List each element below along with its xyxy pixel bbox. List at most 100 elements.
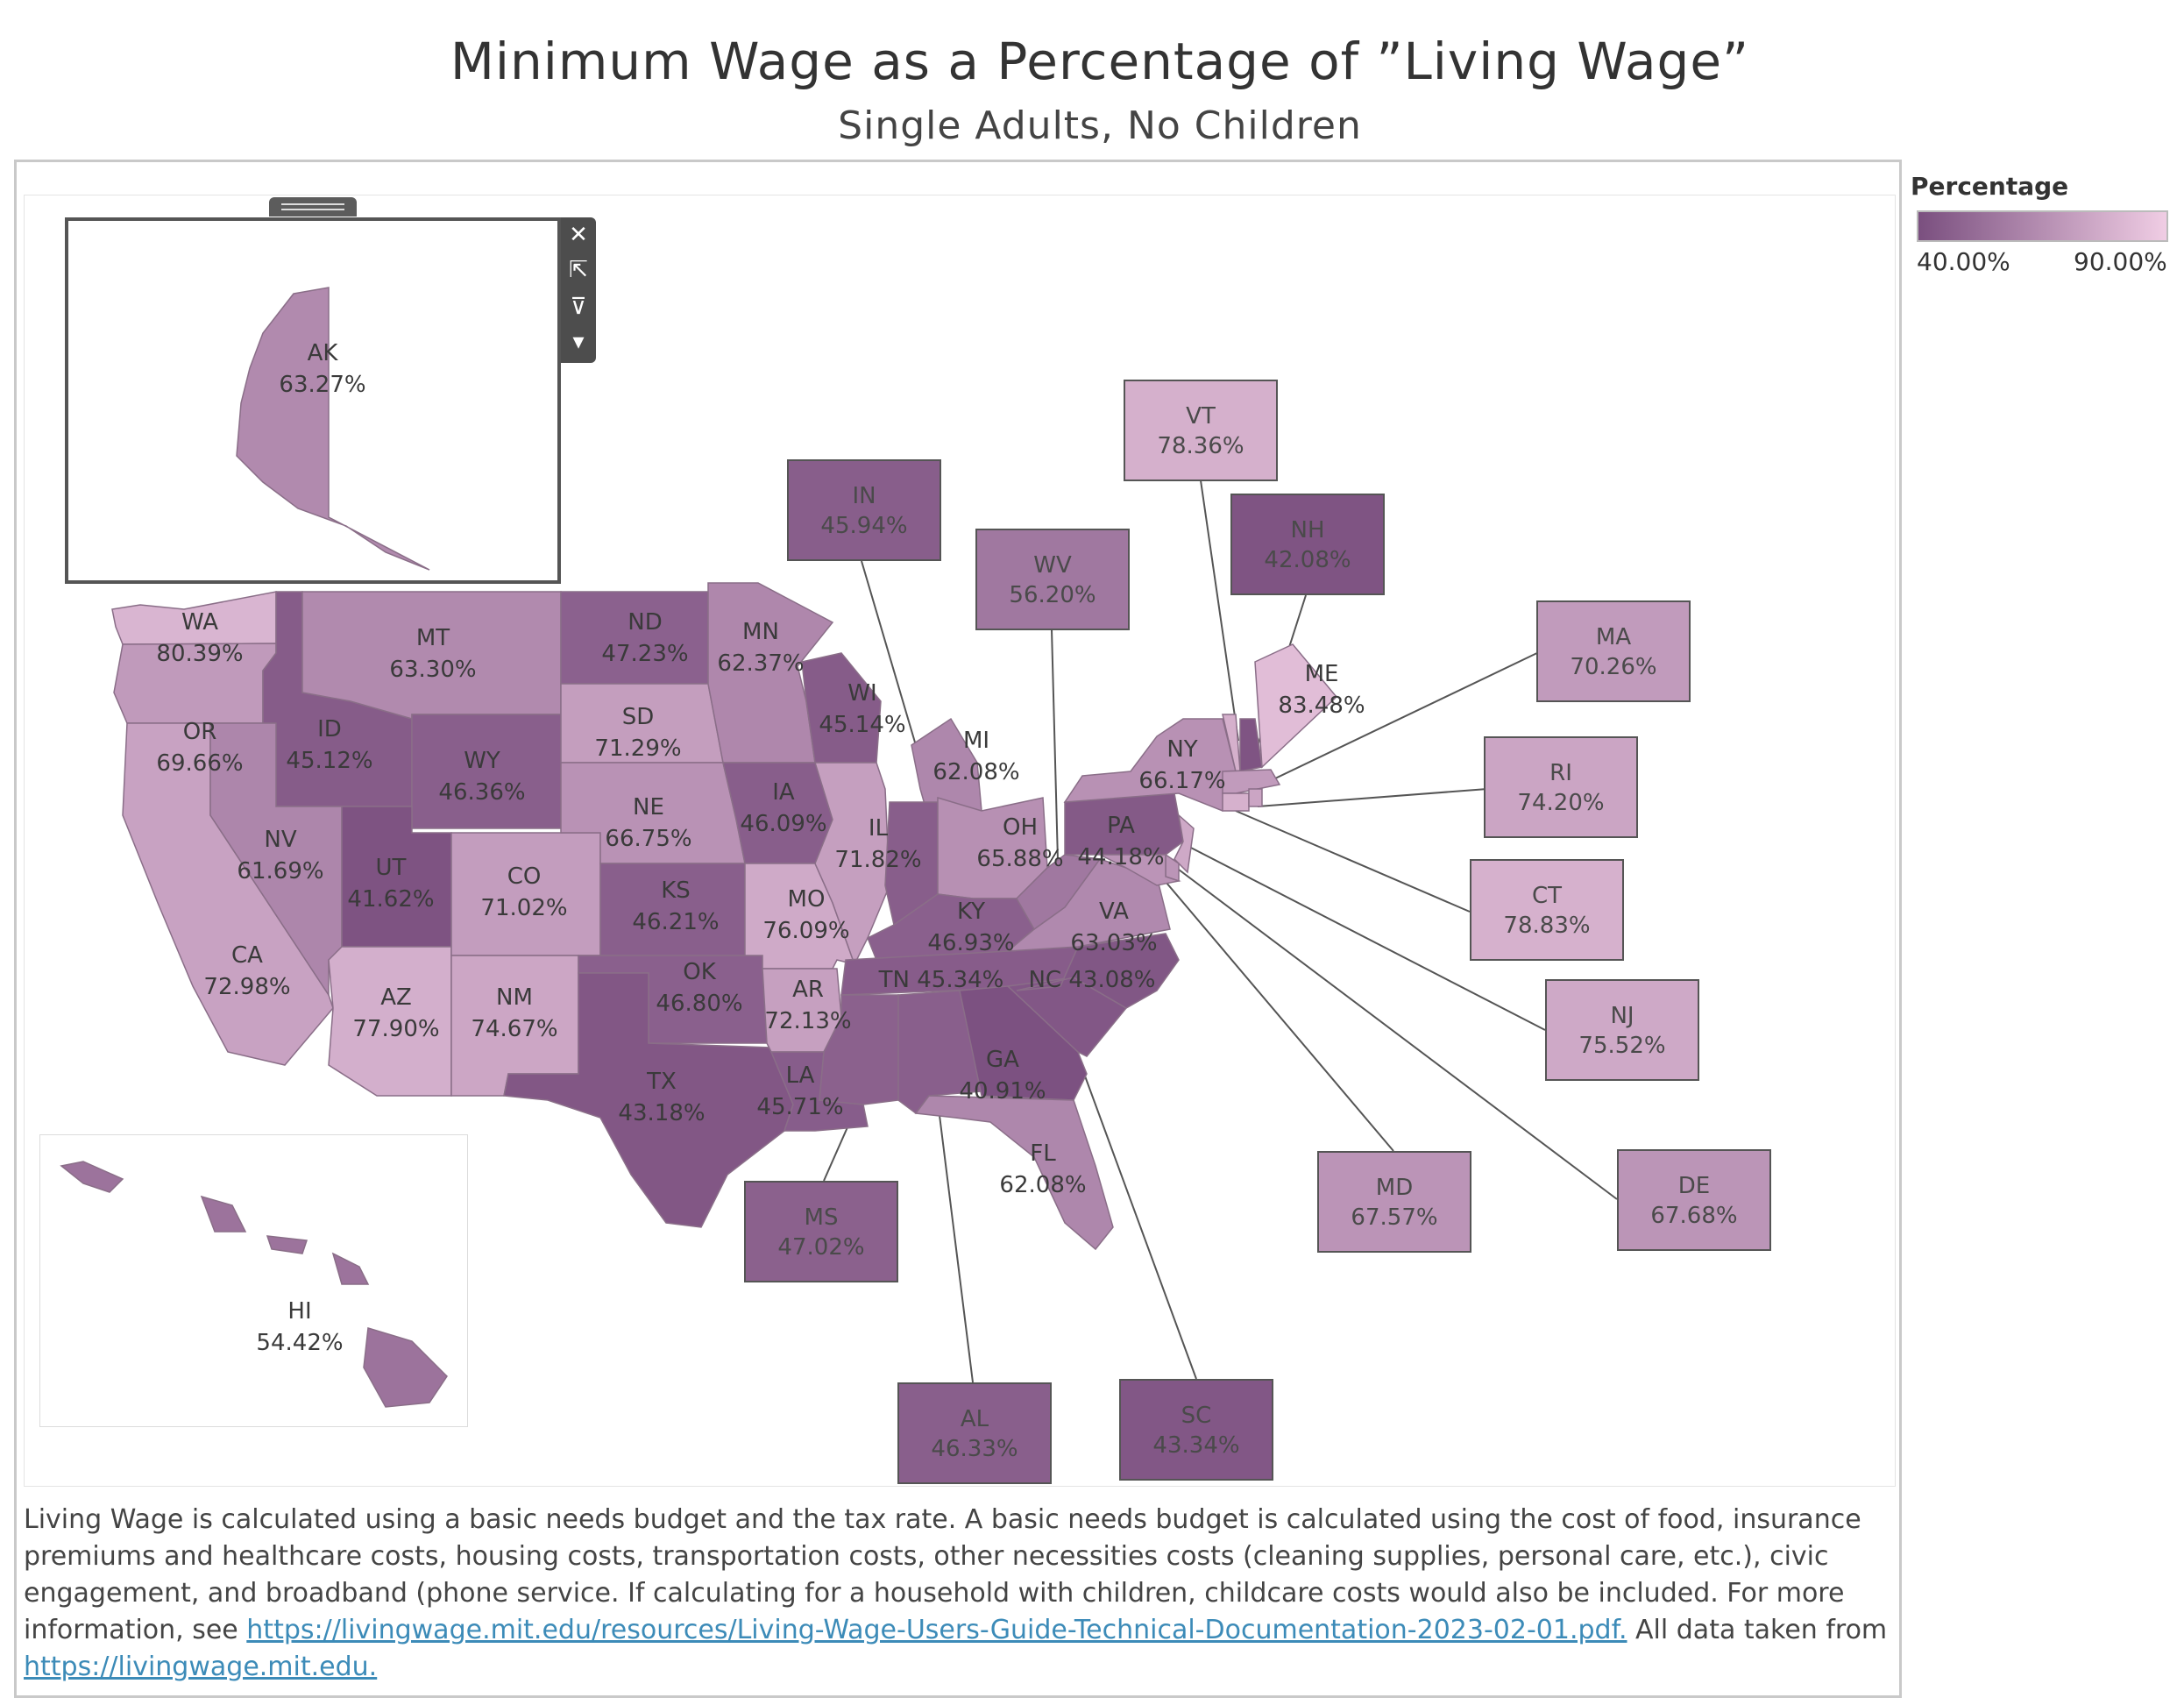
state-sc[interactable] <box>1006 977 1128 1057</box>
state-value: 45.12% <box>286 748 373 774</box>
state-abbr: WY <box>464 748 500 774</box>
state-abbr: IN <box>852 483 876 509</box>
state-abbr: RI <box>1549 760 1572 786</box>
state-label-nv: NV 61.69% <box>202 824 359 887</box>
state-abbr: CT <box>1531 883 1563 909</box>
state-az[interactable] <box>328 946 452 1097</box>
state-value: 42.08% <box>1264 547 1351 573</box>
state-abbr: OK <box>683 959 716 985</box>
state-ri[interactable] <box>1248 788 1263 807</box>
state-value: 46.33% <box>931 1436 1018 1462</box>
state-abbr: GA <box>986 1047 1019 1073</box>
callout-ma[interactable]: MA 70.26% <box>1536 600 1691 702</box>
state-abbr: NH <box>1290 517 1325 543</box>
leader-line-ct <box>1235 810 1471 913</box>
state-label-ga: GA 40.91% <box>924 1044 1081 1107</box>
footnote: Living Wage is calculated using a basic … <box>24 1502 1895 1686</box>
state-nj[interactable] <box>1174 813 1195 874</box>
state-abbr: NC <box>1028 967 1062 993</box>
callout-nh[interactable]: NH 42.08% <box>1230 494 1385 595</box>
drag-handle[interactable] <box>269 197 357 217</box>
state-abbr: NJ <box>1610 1003 1634 1029</box>
callout-ct[interactable]: CT 78.83% <box>1470 859 1624 961</box>
callout-nj[interactable]: NJ 75.52% <box>1545 979 1699 1081</box>
footnote-text-2: All data taken from <box>1627 1615 1888 1645</box>
callout-al[interactable]: AL 46.33% <box>897 1382 1052 1484</box>
state-value: 47.23% <box>601 641 689 667</box>
footnote-text: Living Wage is calculated using a basic … <box>24 1504 1861 1645</box>
state-abbr: CA <box>231 942 263 969</box>
state-label-oh: OH 65.88% <box>941 812 1099 875</box>
callout-wv[interactable]: WV 56.20% <box>975 529 1130 630</box>
state-abbr: AL <box>960 1406 989 1432</box>
state-abbr: CO <box>507 863 542 890</box>
state-value: 71.02% <box>480 895 568 921</box>
state-nc[interactable] <box>1016 933 1180 1009</box>
state-value: 74.67% <box>471 1016 558 1042</box>
state-tx[interactable] <box>503 972 794 1228</box>
state-ct[interactable] <box>1222 792 1250 812</box>
state-abbr: MI <box>962 728 990 754</box>
state-label-co: CO 71.02% <box>445 861 603 924</box>
close-icon[interactable]: ✕ <box>569 222 588 248</box>
state-abbr: MD <box>1375 1175 1414 1201</box>
state-abbr: MS <box>804 1204 839 1231</box>
state-label-az: AZ 77.90% <box>317 982 475 1045</box>
floating-toolbar: ✕ ⇱ ⊽ ▾ <box>561 217 596 363</box>
leader-line-nj <box>1187 845 1546 1031</box>
legend-max-label: 90.00% <box>2074 247 2167 276</box>
state-label-fl: FL 62.08% <box>964 1138 1122 1201</box>
state-value: 66.75% <box>605 826 692 852</box>
state-abbr: ME <box>1304 661 1339 687</box>
state-value: 69.66% <box>156 750 244 777</box>
state-ak[interactable] <box>236 287 430 571</box>
state-value: 45.94% <box>820 513 908 539</box>
filter-icon[interactable]: ⊽ <box>570 294 587 320</box>
state-value: 43.08% <box>1068 967 1156 993</box>
state-value: 67.57% <box>1351 1204 1438 1231</box>
callout-ri[interactable]: RI 74.20% <box>1484 736 1638 838</box>
state-value: 62.37% <box>717 650 805 677</box>
state-abbr: KS <box>661 877 691 904</box>
callout-de[interactable]: DE 67.68% <box>1617 1149 1771 1251</box>
state-abbr: NV <box>264 827 297 853</box>
state-value: 72.98% <box>203 974 291 1000</box>
documentation-link[interactable]: https://livingwage.mit.edu/resources/Liv… <box>246 1615 1627 1645</box>
leader-line-md <box>1160 876 1394 1152</box>
callout-md[interactable]: MD 67.57% <box>1317 1151 1471 1253</box>
data-source-link[interactable]: https://livingwage.mit.edu. <box>24 1652 378 1682</box>
state-abbr: IL <box>868 815 889 842</box>
state-value: 83.48% <box>1278 693 1365 719</box>
state-label-sd: SD 71.29% <box>559 701 717 764</box>
callout-vt[interactable]: VT 78.36% <box>1124 380 1278 481</box>
state-abbr: WV <box>1033 552 1072 579</box>
callout-ms[interactable]: MS 47.02% <box>744 1181 898 1282</box>
popout-icon[interactable]: ⇱ <box>569 257 588 283</box>
state-label-ut: UT 41.62% <box>312 852 470 915</box>
state-abbr: MT <box>415 625 450 651</box>
state-abbr: NE <box>633 794 664 821</box>
state-fl[interactable] <box>914 1095 1114 1251</box>
state-hi[interactable] <box>60 1161 448 1408</box>
state-label-nc: NC 43.08% <box>1013 964 1171 996</box>
state-il[interactable] <box>813 762 890 966</box>
callout-sc[interactable]: SC 43.34% <box>1119 1379 1273 1481</box>
state-value: 61.69% <box>237 858 324 884</box>
state-label-me: ME 83.48% <box>1243 658 1400 721</box>
chevron-down-icon[interactable]: ▾ <box>572 329 585 355</box>
state-wv[interactable] <box>1016 854 1102 931</box>
state-value: 63.30% <box>389 657 477 683</box>
state-me[interactable] <box>1254 643 1338 769</box>
state-abbr: FL <box>1030 1140 1056 1167</box>
legend-min-label: 40.00% <box>1917 247 2010 276</box>
state-value: 40.91% <box>959 1078 1046 1105</box>
state-value: 46.80% <box>656 991 743 1017</box>
state-md[interactable] <box>1099 854 1181 886</box>
state-value: 43.34% <box>1152 1432 1240 1459</box>
state-label-wy: WY 46.36% <box>403 745 561 808</box>
state-label-mi: MI 62.08% <box>897 725 1055 788</box>
state-label-or: OR 69.66% <box>121 716 279 779</box>
callout-in[interactable]: IN 45.94% <box>787 459 941 561</box>
state-label-mt: MT 63.30% <box>354 622 512 686</box>
